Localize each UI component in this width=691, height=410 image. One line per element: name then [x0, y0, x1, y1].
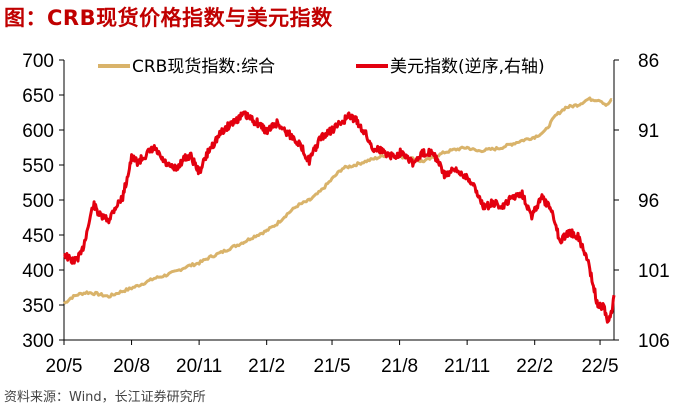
x-tick-label: 22/2 — [516, 356, 553, 377]
y-left-tick-label: 650 — [22, 86, 54, 107]
y-left-tick-label: 300 — [22, 331, 54, 352]
y-left-tick-label: 500 — [22, 191, 54, 212]
y-left-tick-label: 450 — [22, 226, 54, 247]
y-left-tick-label: 350 — [22, 296, 54, 317]
x-tick-label: 20/11 — [176, 356, 222, 377]
chart-marks — [62, 96, 616, 324]
x-tick-label: 21/2 — [248, 356, 285, 377]
x-tick-label: 21/5 — [314, 356, 351, 377]
x-tick-label: 21/11 — [444, 356, 490, 377]
series-line-crb — [62, 96, 613, 305]
y-left-tick-label: 400 — [22, 261, 54, 282]
y-left-tick-label: 700 — [22, 51, 54, 72]
y-right-tick-label: 101 — [638, 261, 670, 282]
x-tick-label: 22/5 — [582, 356, 619, 377]
y-right-tick-label: 86 — [638, 51, 659, 72]
x-tick-label: 20/8 — [113, 356, 150, 377]
y-right-tick-label: 96 — [638, 191, 659, 212]
y-left-tick-label: 600 — [22, 121, 54, 142]
chart-legend: CRB现货指数:综合 美元指数(逆序,右轴) — [98, 57, 545, 77]
y-left-tick-label: 550 — [22, 156, 54, 177]
series-line-usd — [63, 110, 616, 324]
source-note: 资料来源：Wind，长江证券研究所 — [4, 390, 206, 405]
legend-label-usd: 美元指数(逆序,右轴) — [390, 57, 545, 77]
legend-label-crb: CRB现货指数:综合 — [132, 57, 275, 77]
x-tick-label: 21/8 — [381, 356, 418, 377]
y-right-tick-label: 106 — [638, 331, 670, 352]
chart-title: 图：CRB现货价格指数与美元指数 — [4, 6, 333, 30]
y-right-tick-label: 91 — [638, 121, 659, 142]
chart-axes: 300 350 400 450 500 550 600 650 700 86 91 96 101 106 2… — [22, 51, 669, 377]
x-tick-label: 20/5 — [46, 356, 83, 377]
